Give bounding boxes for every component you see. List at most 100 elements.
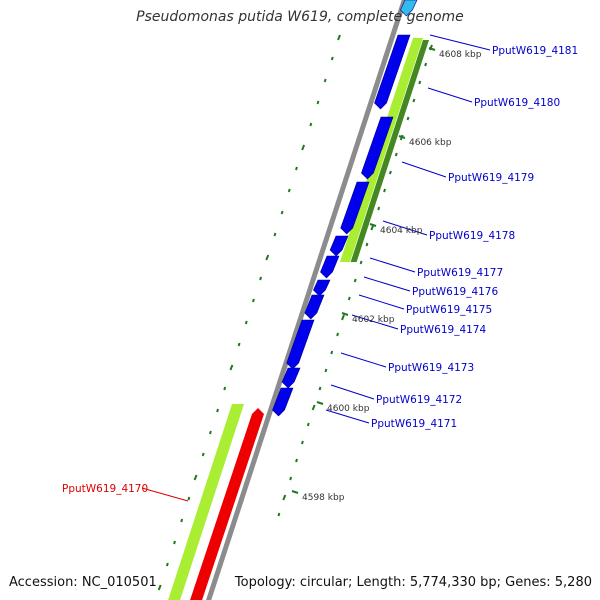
gc-light-stripe-lower bbox=[168, 404, 244, 600]
gene-label: PputW619_4175 bbox=[406, 304, 492, 316]
gene-feature-cds bbox=[340, 181, 370, 235]
tick-mark bbox=[406, 116, 410, 121]
tick-mark bbox=[180, 518, 184, 523]
tick-mark bbox=[323, 78, 327, 83]
tick-mark bbox=[300, 440, 304, 445]
tick-mark bbox=[244, 320, 248, 325]
tick-mark bbox=[388, 170, 392, 175]
gene-feature-red bbox=[190, 408, 264, 600]
gene-feature-cds bbox=[313, 279, 331, 297]
gene-feature-cds bbox=[286, 319, 315, 370]
tick-mark bbox=[377, 206, 381, 211]
tick-mark bbox=[337, 34, 341, 41]
genome-title: Pseudomonas putida W619, complete genome bbox=[136, 9, 464, 25]
scale-tick bbox=[341, 312, 349, 316]
tick-mark bbox=[301, 144, 306, 151]
gene-label: PputW619_4179 bbox=[448, 172, 534, 184]
tick-mark bbox=[295, 458, 298, 463]
gene-label: PputW619_4181 bbox=[492, 45, 578, 57]
gene-feature-cds bbox=[361, 116, 394, 180]
tick-mark bbox=[216, 408, 220, 413]
tick-mark bbox=[347, 296, 351, 301]
gene-labels: PputW619_4181 PputW619_4180 PputW619_4179 P… bbox=[62, 34, 578, 502]
gene-label-leader bbox=[427, 87, 473, 103]
genome-backbone bbox=[206, 0, 407, 600]
accession-text: Accession: NC_010501 bbox=[9, 575, 157, 590]
gene-label: PputW619_4176 bbox=[412, 286, 498, 298]
gene-label: PputW619_4174 bbox=[400, 324, 486, 336]
tick-mark bbox=[165, 562, 169, 567]
tick-mark bbox=[359, 260, 363, 265]
tick-mark bbox=[201, 452, 205, 457]
tick-mark bbox=[282, 494, 287, 501]
gene-label-leader bbox=[330, 384, 375, 400]
gene-label: PputW619_4171 bbox=[371, 418, 457, 430]
tick-mark bbox=[287, 188, 291, 193]
tick-mark bbox=[424, 62, 428, 67]
gene-label: PputW619_4170 bbox=[62, 483, 148, 495]
tick-mark bbox=[412, 98, 416, 103]
gene-features bbox=[190, 0, 418, 600]
gene-label: PputW619_4180 bbox=[474, 97, 560, 109]
tick-mark bbox=[336, 332, 340, 337]
gene-label-leader bbox=[358, 294, 405, 310]
tick-mark bbox=[289, 476, 293, 481]
scale-label: 4598 kbp bbox=[302, 493, 345, 503]
tick-mark bbox=[265, 254, 270, 261]
tick-mark bbox=[173, 540, 176, 545]
tick-mark bbox=[295, 166, 298, 171]
gene-label: PputW619_4172 bbox=[376, 394, 462, 406]
gene-label: PputW619_4177 bbox=[417, 267, 503, 279]
tick-mark bbox=[251, 298, 255, 303]
gene-feature-cds bbox=[304, 294, 325, 320]
scale-label: 4608 kbp bbox=[439, 50, 482, 60]
gene-feature-cds bbox=[281, 367, 301, 389]
scale-tick bbox=[316, 401, 324, 405]
gene-label: PputW619_4173 bbox=[388, 362, 474, 374]
tick-mark bbox=[330, 56, 334, 61]
scale-tick bbox=[428, 47, 436, 51]
gene-label-leader bbox=[351, 314, 399, 330]
tick-mark bbox=[311, 404, 316, 411]
gene-label-leader bbox=[401, 161, 447, 178]
scale-tick bbox=[369, 223, 377, 227]
gene-feature-cds bbox=[374, 34, 411, 110]
gene-label: PputW619_4178 bbox=[429, 230, 515, 242]
tick-mark bbox=[277, 512, 281, 517]
tick-mark bbox=[318, 386, 322, 391]
scale-label: 4600 kbp bbox=[327, 404, 370, 414]
scale-tick bbox=[398, 135, 406, 139]
scale-tick bbox=[291, 490, 299, 494]
tick-mark bbox=[187, 496, 191, 501]
tick-mark bbox=[193, 474, 198, 481]
tick-mark bbox=[418, 80, 422, 85]
gene-label-leader bbox=[340, 352, 387, 368]
tick-mark bbox=[394, 152, 398, 157]
tick-mark bbox=[365, 242, 369, 247]
tick-mark bbox=[383, 188, 387, 193]
tick-mark bbox=[309, 122, 313, 127]
tick-mark bbox=[259, 276, 263, 281]
tick-mark bbox=[324, 368, 328, 373]
gene-label-leader bbox=[429, 34, 491, 51]
scale-label: 4606 kbp bbox=[409, 138, 452, 148]
tick-mark bbox=[280, 210, 284, 215]
scale-label: 4604 kbp bbox=[380, 226, 423, 236]
tick-mark bbox=[306, 422, 310, 427]
scale-label: 4602 kbp bbox=[352, 315, 395, 325]
gene-feature-cds bbox=[400, 0, 418, 17]
tick-mark bbox=[330, 350, 334, 355]
tick-mark bbox=[316, 100, 320, 105]
tick-mark bbox=[223, 386, 227, 391]
topology-text: Topology: circular; Length: 5,774,330 bp… bbox=[234, 575, 592, 590]
gene-label-leader bbox=[141, 487, 189, 502]
tick-mark bbox=[208, 430, 212, 435]
scale-labels: 4608 kbp 4606 kbp 4604 kbp 4602 kbp 4600 kbp… bbox=[291, 47, 482, 503]
gene-feature-cds bbox=[320, 255, 340, 279]
tick-mark bbox=[229, 364, 234, 371]
tick-mark bbox=[341, 314, 345, 321]
gene-label-leader bbox=[369, 257, 416, 273]
tick-mark bbox=[353, 278, 357, 283]
tick-mark bbox=[237, 342, 241, 347]
